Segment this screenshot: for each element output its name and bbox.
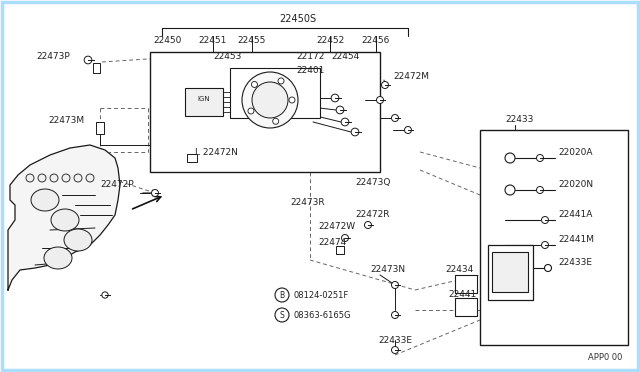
Circle shape [252,82,288,118]
Text: 22450: 22450 [154,36,182,45]
Circle shape [505,185,515,195]
Bar [187,154,197,162]
Text: 22433E: 22433E [378,336,412,345]
Text: S: S [280,311,284,320]
Text: 22473M: 22473M [48,116,84,125]
Bar [230,68,320,118]
Circle shape [278,78,284,84]
Circle shape [242,72,298,128]
Circle shape [152,189,159,196]
Text: 22473N: 22473N [370,265,405,274]
Text: 22472W: 22472W [318,222,355,231]
Text: 22441M: 22441M [558,235,594,244]
Text: 22474: 22474 [318,238,346,247]
Text: B: B [280,291,285,300]
Ellipse shape [64,229,92,251]
Circle shape [331,94,339,102]
Bar [150,52,380,172]
Circle shape [252,81,257,87]
Bar [455,298,477,316]
Polygon shape [8,145,120,290]
Circle shape [248,108,254,114]
Text: 22172: 22172 [296,52,324,61]
Circle shape [289,97,295,103]
Bar [93,63,99,73]
Text: 22020A: 22020A [558,148,593,157]
Text: 08363-6165G: 08363-6165G [294,311,351,320]
Text: APP0 00: APP0 00 [588,353,622,362]
Circle shape [74,174,82,182]
Bar [480,130,628,345]
Text: 22473R: 22473R [290,198,324,207]
Text: 22472R: 22472R [355,210,390,219]
Circle shape [50,174,58,182]
Circle shape [38,174,46,182]
Bar [185,88,223,116]
Text: 22433E: 22433E [558,258,592,267]
Text: 22441: 22441 [448,290,476,299]
Text: 22434: 22434 [445,265,473,274]
Text: 22456: 22456 [362,36,390,45]
Circle shape [536,186,543,193]
Text: 22451: 22451 [199,36,227,45]
Text: 22433: 22433 [505,115,533,124]
Circle shape [84,56,92,64]
Text: L 22472N: L 22472N [195,148,238,157]
Circle shape [381,81,388,89]
Circle shape [351,128,359,136]
Circle shape [536,154,543,161]
Text: 22455: 22455 [238,36,266,45]
Circle shape [365,221,371,228]
Circle shape [275,288,289,302]
Circle shape [404,126,412,134]
Ellipse shape [51,209,79,231]
Text: 22450S: 22450S [280,14,317,24]
Circle shape [342,234,349,241]
Circle shape [392,282,399,289]
Circle shape [336,106,344,114]
Text: 22020N: 22020N [558,180,593,189]
Text: 22473Q: 22473Q [355,178,390,187]
Bar [336,246,344,254]
Text: 22452: 22452 [316,36,344,45]
Circle shape [26,174,34,182]
Text: 22454: 22454 [331,52,359,61]
Circle shape [392,311,399,318]
Bar [455,275,477,293]
Ellipse shape [44,247,72,269]
Circle shape [341,118,349,126]
Bar [492,252,528,292]
Text: 22453: 22453 [214,52,242,61]
Text: 22472P: 22472P [100,180,134,189]
Circle shape [275,308,289,322]
Circle shape [541,241,548,248]
Circle shape [62,174,70,182]
Circle shape [102,292,108,298]
Circle shape [376,96,383,103]
Circle shape [541,217,548,224]
Text: 22472M: 22472M [393,72,429,81]
Bar [96,122,104,134]
Text: 22441A: 22441A [558,210,593,219]
Text: 08124-0251F: 08124-0251F [294,291,349,300]
Circle shape [392,346,399,353]
Circle shape [273,118,278,124]
Text: IGN: IGN [198,96,211,102]
Circle shape [505,153,515,163]
Text: 22401: 22401 [296,66,324,75]
Bar [488,245,533,300]
Circle shape [545,264,552,272]
Circle shape [392,115,399,122]
Circle shape [86,174,94,182]
Ellipse shape [31,189,59,211]
Text: 22473P: 22473P [36,52,70,61]
